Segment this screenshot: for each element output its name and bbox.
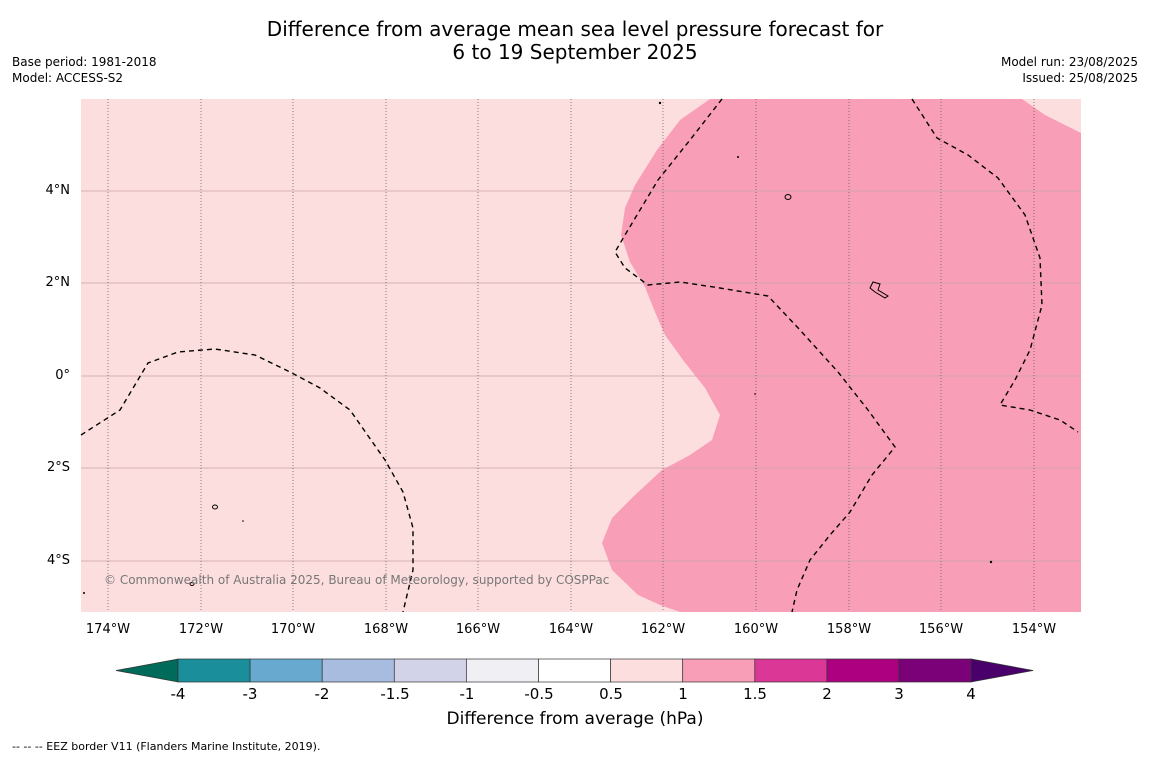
lat-label-4s: 4°S [46, 553, 70, 568]
colorbar-label: -1 [459, 685, 475, 703]
eez-border-central-north [614, 98, 896, 613]
lat-label-0: 0° [55, 368, 70, 383]
lat-label-2s: 2°S [46, 460, 70, 475]
title-line-2: 6 to 19 September 2025 [452, 40, 698, 64]
colorbar-extend-low [115, 658, 179, 683]
islets [83, 101, 993, 594]
island-b [869, 281, 889, 299]
lon-label-154w: 154°W [1011, 622, 1057, 637]
colorbar-segment [393, 658, 467, 683]
lon-label-162w: 162°W [640, 622, 686, 637]
colorbar-segment [754, 658, 828, 683]
colorbar-segment [898, 658, 972, 683]
base-period: Base period: 1981-2018 [12, 55, 157, 69]
lon-label-156w: 156°W [918, 622, 964, 637]
chart-title: Difference from average mean sea level p… [0, 18, 1150, 64]
lat-label-2n: 2°N [45, 275, 71, 290]
latitude-gridlines [81, 190, 1081, 562]
colorbar-label: 2 [822, 685, 832, 703]
lon-label-170w: 170°W [270, 622, 316, 637]
colorbar-segment [177, 658, 251, 683]
island-d [189, 582, 195, 586]
lon-label-166w: 166°W [455, 622, 501, 637]
colorbar-label: -1.5 [380, 685, 410, 703]
colorbar-label: 0.5 [599, 685, 623, 703]
colorbar-extend-high [970, 658, 1034, 683]
colorbar-segment [826, 658, 900, 683]
lon-label-168w: 168°W [363, 622, 409, 637]
model-name: Model: ACCESS-S2 [12, 71, 124, 85]
island-c [212, 504, 218, 510]
colorbar-label: -4 [170, 685, 186, 703]
colorbar-label: 1.5 [743, 685, 767, 703]
footnote: -- -- -- EEZ border V11 (Flanders Marine… [12, 740, 321, 753]
model-run: Model run: 23/08/2025 [1000, 55, 1138, 69]
colorbar-segment [682, 658, 756, 683]
colorbar-segment [249, 658, 323, 683]
eez-borders [80, 98, 1079, 613]
colorbar-segment [610, 658, 684, 683]
colorbar-segment [466, 658, 539, 683]
copyright-text: © Commonwealth of Australia 2025, Bureau… [104, 573, 609, 587]
colorbar-label: 4 [966, 685, 976, 703]
title-line-1: Difference from average mean sea level p… [266, 17, 884, 41]
islands [189, 194, 889, 586]
lon-label-172w: 172°W [178, 622, 224, 637]
colorbar-title: Difference from average (hPa) [446, 709, 704, 729]
issued-date: Issued: 25/08/2025 [1022, 71, 1138, 85]
anomaly-region-medium [602, 99, 1081, 612]
colorbar [115, 658, 1034, 683]
colorbar-label: -0.5 [524, 685, 554, 703]
lon-label-158w: 158°W [826, 622, 872, 637]
colorbar-segment [538, 658, 611, 683]
colorbar-label: 1 [678, 685, 688, 703]
lon-label-174w: 174°W [85, 622, 131, 637]
colorbar-label: 3 [894, 685, 904, 703]
meta-right: Model run: 23/08/2025 Issued: 25/08/2025 [1001, 54, 1138, 86]
colorbar-segment [321, 658, 395, 683]
lon-label-160w: 160°W [733, 622, 779, 637]
colorbar-label: -2 [314, 685, 330, 703]
lon-label-164w: 164°W [548, 622, 594, 637]
eez-border-east [911, 98, 1079, 433]
colorbar-label: -3 [242, 685, 258, 703]
island-a [784, 194, 792, 200]
meta-left: Base period: 1981-2018 Model: ACCESS-S2 [12, 54, 157, 86]
lat-label-4n: 4°N [45, 183, 71, 198]
